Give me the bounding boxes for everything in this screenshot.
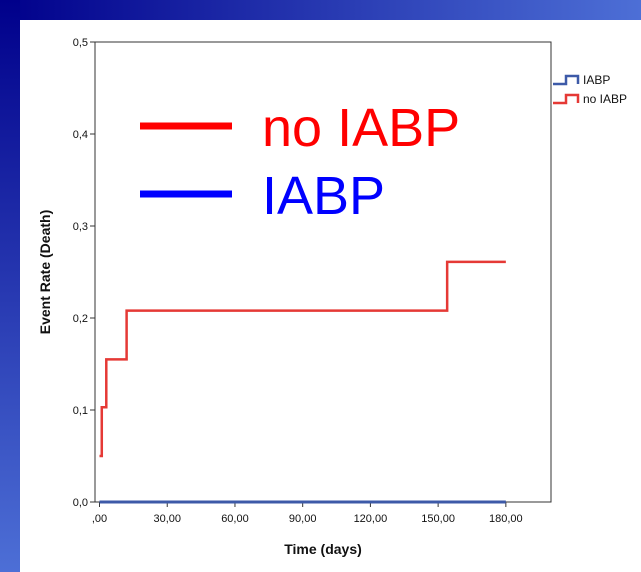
series-line-no-iabp (99, 260, 506, 458)
annotation-label-iabp: IABP (262, 166, 385, 226)
plot-area-frame (94, 41, 552, 503)
annotation-layer: no IABP IABP (140, 98, 460, 226)
y-tick-label: 0,2 (73, 313, 88, 325)
y-tick-label: 0,1 (73, 405, 88, 417)
x-tick-label: 60,00 (221, 513, 249, 525)
y-axis-title: Event Rate (Death) (37, 210, 53, 334)
x-axis-title: Time (days) (284, 541, 362, 557)
y-tick-label: 0,0 (73, 497, 88, 509)
y-tick-label: 0,5 (73, 37, 88, 49)
legend-label-no-iabp: no IABP (583, 92, 627, 106)
y-axis: 0,0 0,1 0,2 0,3 0,4 0,5 (73, 37, 95, 509)
x-tick-label: 90,00 (289, 513, 317, 525)
y-tick-label: 0,4 (73, 129, 88, 141)
left-frame-bar (0, 0, 20, 572)
x-tick-label: ,00 (92, 513, 107, 525)
x-tick-label: 180,00 (489, 513, 523, 525)
annotation-label-no-iabp: no IABP (262, 98, 460, 158)
x-axis: ,00 30,00 60,00 90,00 120,00 150,00 180,00 (92, 502, 523, 525)
legend: IABP no IABP (553, 73, 627, 106)
legend-swatch-iabp (553, 74, 580, 86)
top-frame-bar (0, 0, 641, 20)
x-tick-label: 120,00 (354, 513, 388, 525)
x-tick-label: 30,00 (153, 513, 181, 525)
series-layer (99, 260, 506, 504)
legend-label-iabp: IABP (583, 73, 610, 87)
legend-swatch-no-iabp (553, 93, 580, 105)
x-tick-label: 150,00 (421, 513, 455, 525)
y-tick-label: 0,3 (73, 221, 88, 233)
